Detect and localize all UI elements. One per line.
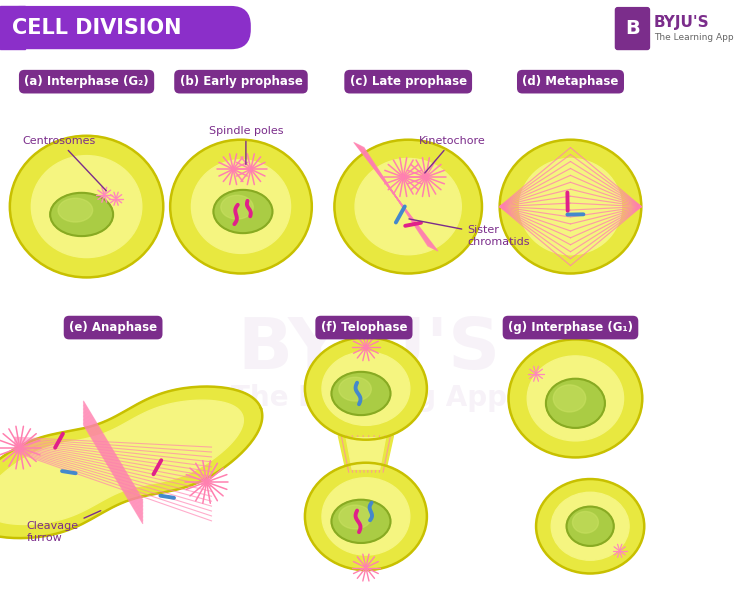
Ellipse shape [334,140,482,274]
Ellipse shape [214,190,272,233]
Text: Centrosomes: Centrosomes [22,136,106,191]
Ellipse shape [339,378,371,401]
Ellipse shape [191,160,290,254]
Text: Kinetochore: Kinetochore [419,136,486,173]
Text: The Learning App: The Learning App [654,33,734,42]
Text: The Learning App: The Learning App [231,384,507,413]
Text: (e) Anaphase: (e) Anaphase [69,321,158,334]
Ellipse shape [322,352,410,425]
Ellipse shape [509,339,642,457]
Ellipse shape [332,372,391,415]
Polygon shape [0,400,243,524]
Text: CELL DIVISION: CELL DIVISION [12,18,181,37]
Ellipse shape [572,512,598,533]
Ellipse shape [332,500,391,543]
Ellipse shape [551,492,629,561]
Text: Cleavage
furrow: Cleavage furrow [26,510,100,543]
Text: (d) Metaphase: (d) Metaphase [522,75,619,88]
Text: B: B [625,19,640,38]
Text: Sister
chromatids: Sister chromatids [409,219,530,247]
Ellipse shape [339,505,371,529]
Bar [0,6,25,49]
Polygon shape [346,438,386,469]
Text: Spindle poles: Spindle poles [209,126,284,164]
Ellipse shape [305,338,427,440]
Ellipse shape [170,140,312,274]
Ellipse shape [536,479,644,573]
Ellipse shape [355,158,461,255]
Ellipse shape [500,140,641,274]
Ellipse shape [50,193,113,236]
Polygon shape [0,387,262,538]
Text: (a) Interphase (G₂): (a) Interphase (G₂) [24,75,148,88]
Ellipse shape [520,158,622,255]
Polygon shape [338,435,394,471]
FancyBboxPatch shape [615,7,650,50]
FancyBboxPatch shape [0,6,251,49]
Ellipse shape [305,463,427,570]
Ellipse shape [32,156,142,257]
Ellipse shape [322,478,410,555]
Ellipse shape [566,507,614,546]
Ellipse shape [527,356,623,441]
Text: (g) Interphase (G₁): (g) Interphase (G₁) [508,321,633,334]
Text: (c) Late prophase: (c) Late prophase [350,75,466,88]
Text: (b) Early prophase: (b) Early prophase [179,75,302,88]
Text: BYJU'S: BYJU'S [654,15,710,30]
Text: (f) Telophase: (f) Telophase [321,321,407,334]
Ellipse shape [546,379,605,428]
Ellipse shape [10,136,164,277]
Ellipse shape [58,198,93,222]
Ellipse shape [554,385,586,412]
Ellipse shape [220,195,254,219]
Text: BYJU'S: BYJU'S [237,315,500,384]
